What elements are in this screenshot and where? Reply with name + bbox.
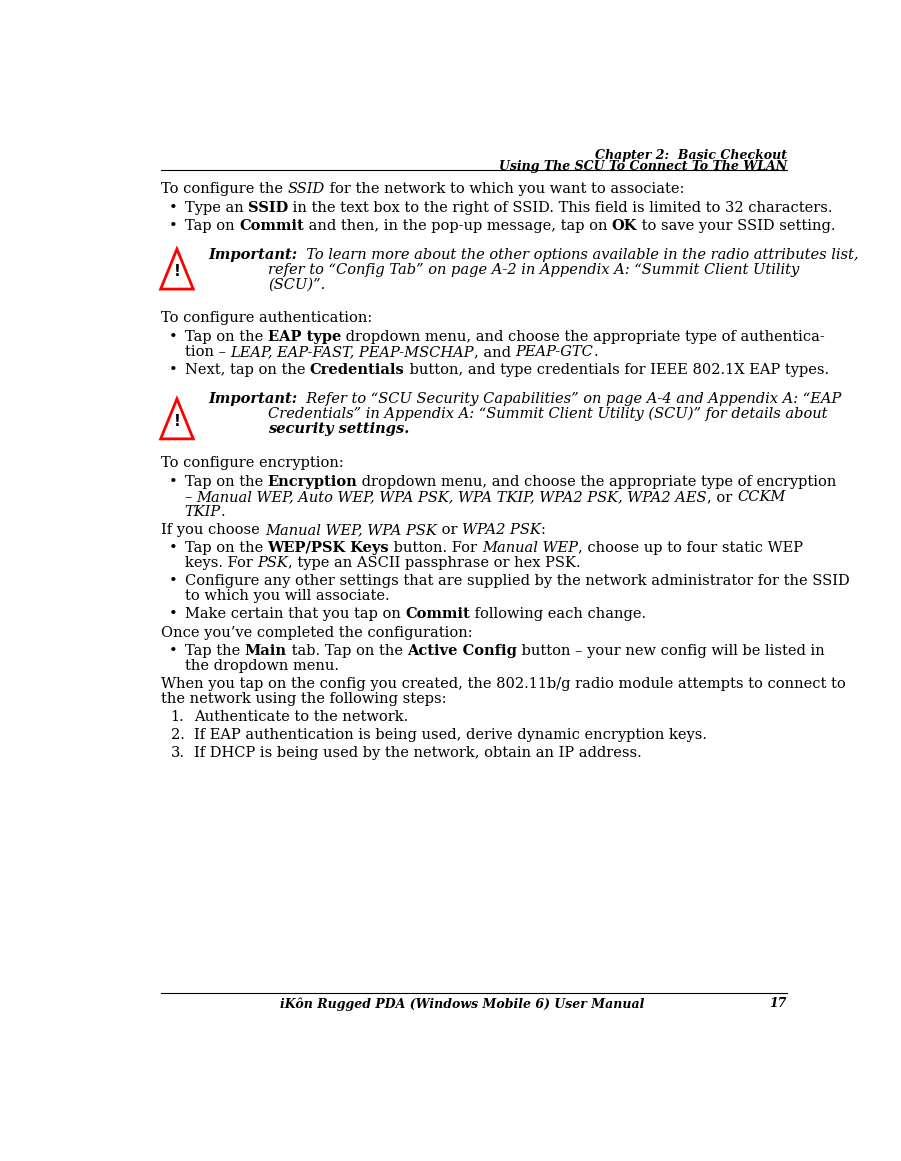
Text: OK: OK	[612, 218, 637, 232]
Text: Tap on the: Tap on the	[185, 330, 268, 344]
Text: •: •	[169, 330, 178, 344]
Text: !: !	[174, 264, 180, 279]
Text: Refer to “SCU Security Capabilities” on page A-4 and Appendix A: “EAP: Refer to “SCU Security Capabilities” on …	[297, 392, 842, 406]
Text: To configure the: To configure the	[161, 181, 288, 196]
Text: EAP type: EAP type	[268, 330, 341, 344]
Text: Tap on the: Tap on the	[185, 541, 268, 555]
Text: Important:: Important:	[208, 247, 297, 261]
Text: •: •	[169, 475, 178, 489]
Text: 2.: 2.	[171, 728, 185, 742]
Text: tion –: tion –	[185, 345, 231, 359]
Text: the network using the following steps:: the network using the following steps:	[161, 692, 447, 706]
Text: If EAP authentication is being used, derive dynamic encryption keys.: If EAP authentication is being used, der…	[194, 728, 707, 742]
Text: the dropdown menu.: the dropdown menu.	[185, 658, 339, 672]
Text: SSID: SSID	[248, 201, 288, 215]
Text: Configure any other settings that are supplied by the network administrator for : Configure any other settings that are su…	[185, 575, 850, 589]
Text: Using The SCU To Connect To The WLAN: Using The SCU To Connect To The WLAN	[499, 160, 787, 173]
Text: •: •	[169, 363, 178, 377]
Text: To configure authentication:: To configure authentication:	[161, 311, 373, 325]
Text: button – your new config will be listed in: button – your new config will be listed …	[517, 643, 824, 657]
Text: •: •	[169, 607, 178, 621]
Text: Next, tap on the: Next, tap on the	[185, 363, 310, 377]
Text: security settings.: security settings.	[268, 421, 410, 435]
Text: LEAP, EAP-FAST, PEAP-MSCHAP: LEAP, EAP-FAST, PEAP-MSCHAP	[231, 345, 474, 359]
Text: for the network to which you want to associate:: for the network to which you want to ass…	[325, 181, 685, 196]
Text: Commit: Commit	[239, 218, 304, 232]
Text: !: !	[174, 413, 180, 428]
Text: When you tap on the config you created, the 802.11b/g radio module attempts to c: When you tap on the config you created, …	[161, 677, 846, 691]
Text: to save your SSID setting.: to save your SSID setting.	[637, 218, 836, 232]
Text: Tap the: Tap the	[185, 643, 244, 657]
Text: Chapter 2:  Basic Checkout: Chapter 2: Basic Checkout	[595, 149, 787, 161]
Text: Active Config: Active Config	[407, 643, 517, 657]
Text: Commit: Commit	[405, 607, 470, 621]
Text: Manual WEP, Auto WEP, WPA PSK, WPA TKIP, WPA2 PSK, WPA2 AES: Manual WEP, Auto WEP, WPA PSK, WPA TKIP,…	[196, 490, 707, 504]
Text: WEP/PSK Keys: WEP/PSK Keys	[268, 541, 389, 555]
Text: Main: Main	[244, 643, 287, 657]
Text: 1.: 1.	[171, 709, 185, 724]
Text: Make certain that you tap on: Make certain that you tap on	[185, 607, 405, 621]
Text: in the text box to the right of SSID. This field is limited to 32 characters.: in the text box to the right of SSID. Th…	[288, 201, 833, 215]
Text: •: •	[169, 575, 178, 589]
Text: –: –	[185, 490, 196, 504]
Text: (SCU)”.: (SCU)”.	[268, 277, 325, 291]
Text: If you choose: If you choose	[161, 524, 265, 538]
Text: •: •	[169, 201, 178, 215]
Text: Important:: Important:	[208, 392, 297, 406]
Text: •: •	[169, 218, 178, 232]
Text: TKIP: TKIP	[185, 505, 221, 519]
Text: , type an ASCII passphrase or hex PSK.: , type an ASCII passphrase or hex PSK.	[288, 556, 580, 570]
Text: Tap on the: Tap on the	[185, 475, 268, 489]
Text: , choose up to four static WEP: , choose up to four static WEP	[578, 541, 803, 555]
Text: SSID: SSID	[288, 181, 325, 196]
Text: Type an: Type an	[185, 201, 248, 215]
Text: Once you’ve completed the configuration:: Once you’ve completed the configuration:	[161, 626, 473, 640]
Text: CCKM: CCKM	[737, 490, 786, 504]
Text: or: or	[437, 524, 461, 538]
Text: 3.: 3.	[171, 747, 185, 760]
Text: and then, in the pop-up message, tap on: and then, in the pop-up message, tap on	[304, 218, 612, 232]
Text: .: .	[594, 345, 598, 359]
Text: refer to “Config Tab” on page A-2 in Appendix A: “Summit Client Utility: refer to “Config Tab” on page A-2 in App…	[268, 262, 800, 276]
Text: keys. For: keys. For	[185, 556, 257, 570]
Text: button. For: button. For	[389, 541, 482, 555]
Text: To learn more about the other options available in the radio attributes list,: To learn more about the other options av…	[297, 247, 859, 261]
Text: , and: , and	[474, 345, 515, 359]
Text: tab. Tap on the: tab. Tap on the	[287, 643, 407, 657]
Text: Authenticate to the network.: Authenticate to the network.	[194, 709, 408, 724]
Text: dropdown menu, and choose the appropriate type of authentica-: dropdown menu, and choose the appropriat…	[341, 330, 824, 344]
Text: PEAP-GTC: PEAP-GTC	[515, 345, 594, 359]
Text: , or: , or	[707, 490, 737, 504]
Text: to which you will associate.: to which you will associate.	[185, 590, 389, 604]
Text: To configure encryption:: To configure encryption:	[161, 456, 344, 470]
Text: Manual WEP: Manual WEP	[482, 541, 578, 555]
Text: 17: 17	[769, 997, 787, 1010]
Text: :: :	[541, 524, 545, 538]
Text: iKôn Rugged PDA (Windows Mobile 6) User Manual: iKôn Rugged PDA (Windows Mobile 6) User …	[279, 997, 644, 1010]
Text: WPA2 PSK: WPA2 PSK	[461, 524, 541, 538]
Text: Credentials: Credentials	[310, 363, 405, 377]
Text: dropdown menu, and choose the appropriate type of encryption: dropdown menu, and choose the appropriat…	[358, 475, 837, 489]
Text: following each change.: following each change.	[470, 607, 646, 621]
Text: •: •	[169, 643, 178, 657]
Text: Encryption: Encryption	[268, 475, 358, 489]
Text: Manual WEP, WPA PSK: Manual WEP, WPA PSK	[265, 524, 437, 538]
Text: button, and type credentials for IEEE 802.1X EAP types.: button, and type credentials for IEEE 80…	[405, 363, 829, 377]
Text: Tap on: Tap on	[185, 218, 239, 232]
Text: •: •	[169, 541, 178, 555]
Text: .: .	[221, 505, 225, 519]
Text: If DHCP is being used by the network, obtain an IP address.: If DHCP is being used by the network, ob…	[194, 747, 642, 760]
Text: PSK: PSK	[257, 556, 288, 570]
Text: Credentials” in Appendix A: “Summit Client Utility (SCU)” for details about: Credentials” in Appendix A: “Summit Clie…	[268, 406, 828, 421]
